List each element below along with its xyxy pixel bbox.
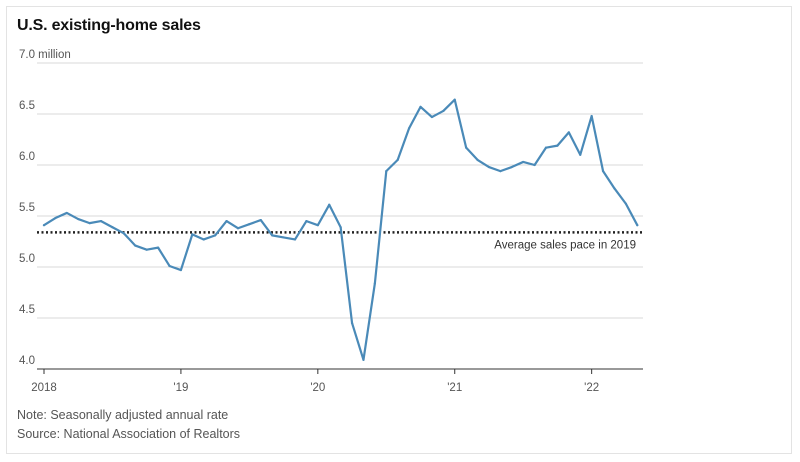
data-point [579, 153, 582, 156]
data-point [77, 217, 80, 221]
series-line [42, 98, 639, 361]
data-point [465, 146, 468, 149]
data-point [362, 358, 365, 361]
data-point [191, 233, 194, 236]
data-point [99, 220, 103, 223]
y-tick-label: 4.5 [19, 304, 35, 316]
y-axis-labels: 7.0 million 6.5 6.0 5.5 5.0 4.5 4.0 [19, 49, 71, 367]
data-point [293, 238, 297, 241]
data-point [145, 248, 148, 251]
data-point [225, 220, 228, 223]
data-point [636, 224, 639, 227]
data-point [476, 158, 479, 161]
data-point [522, 160, 525, 164]
data-point [556, 144, 559, 147]
data-point [385, 170, 388, 173]
data-point [236, 227, 240, 230]
y-tick-label: 6.5 [19, 100, 35, 112]
data-point [373, 282, 376, 285]
data-point [179, 268, 183, 272]
data-point [134, 244, 137, 247]
data-point [214, 234, 217, 237]
data-point [328, 203, 331, 206]
data-point [316, 224, 319, 227]
y-tick-label: 6.0 [19, 151, 35, 163]
data-point [156, 246, 160, 249]
data-point [533, 163, 536, 167]
data-point [42, 224, 46, 227]
x-tick-label: '22 [584, 382, 599, 394]
x-tick-label: '19 [173, 382, 188, 394]
data-point [567, 131, 570, 134]
data-point [54, 216, 57, 220]
data-point [544, 146, 548, 149]
data-point [499, 170, 502, 173]
x-tick-label: '21 [447, 382, 462, 394]
x-tick-label: '20 [310, 382, 325, 394]
data-point [122, 232, 125, 235]
data-point [442, 109, 445, 113]
data-point [613, 187, 616, 190]
chart-frame [6, 6, 792, 454]
data-point [408, 127, 411, 130]
data-point [248, 223, 251, 226]
data-point [419, 105, 422, 108]
reference-layer: Average sales pace in 2019 [37, 231, 643, 251]
data-point [259, 218, 262, 222]
data-point [339, 226, 342, 229]
data-point [396, 158, 399, 161]
data-point [65, 211, 68, 215]
series-layer [42, 98, 639, 361]
data-point [168, 264, 171, 268]
data-point [305, 220, 308, 223]
y-tick-label: 4.0 [19, 355, 35, 367]
chart-source: Source: National Association of Realtors [17, 427, 241, 441]
x-tick-label: 2018 [31, 382, 57, 394]
grid-layer [37, 62, 643, 319]
y-tick-label: 5.5 [19, 202, 35, 214]
reference-line-label: Average sales pace in 2019 [494, 239, 636, 251]
x-axis: 2018 '19 '20 '21 '22 [31, 368, 643, 394]
chart-title: U.S. existing-home sales [17, 17, 201, 34]
data-point [510, 165, 513, 169]
data-point [601, 170, 605, 173]
data-point [202, 238, 205, 241]
y-tick-label: 7.0 million [19, 49, 71, 61]
chart-note: Note: Seasonally adjusted annual rate [17, 408, 229, 422]
data-point [271, 234, 274, 237]
data-point [88, 222, 91, 225]
data-point [430, 115, 434, 119]
data-point [487, 165, 491, 169]
data-point [624, 202, 627, 205]
data-point [350, 322, 354, 325]
data-point [111, 226, 114, 229]
data-point [282, 236, 285, 239]
data-point [590, 114, 593, 118]
y-tick-label: 5.0 [19, 253, 35, 265]
data-point [453, 98, 456, 101]
